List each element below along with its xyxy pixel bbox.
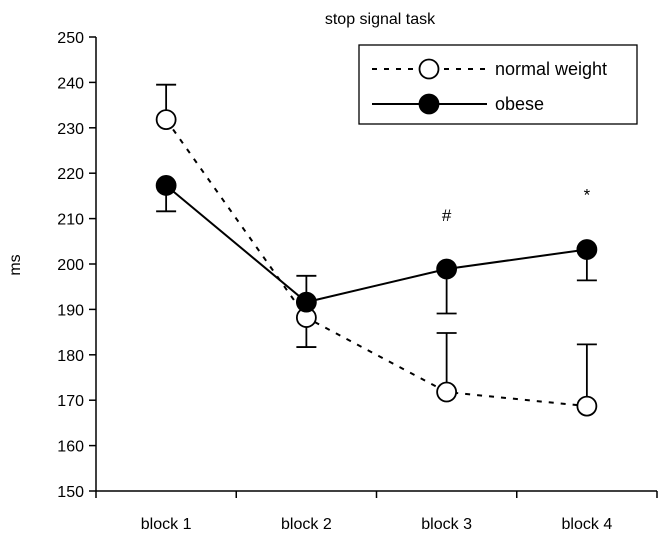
series-line-normal-weight (165, 119, 587, 408)
y-tick-label-230: 230 (57, 121, 84, 138)
x-tick-label-4: block 4 (562, 516, 613, 533)
point-obese-3 (436, 258, 458, 280)
annotation-1: # (442, 206, 452, 225)
x-axis: block 1 block 2 block 3 block 4 (95, 491, 658, 533)
legend: normal weight obese (358, 44, 638, 125)
significance-annotations: #* (442, 185, 591, 224)
y-tick-label-180: 180 (57, 348, 84, 365)
y-tick-label-210: 210 (57, 212, 84, 229)
y-tick-label-200: 200 (57, 257, 84, 274)
y-tick-label-250: 250 (57, 30, 84, 47)
point-normal-weight-1 (155, 109, 177, 131)
series-lines (165, 119, 588, 408)
x-tick-label-1: block 1 (141, 516, 192, 533)
y-tick-label-220: 220 (57, 166, 84, 183)
y-tick-label-190: 190 (57, 302, 84, 319)
point-obese-4 (576, 239, 598, 260)
point-obese-1 (155, 175, 177, 196)
point-normal-weight-4 (576, 395, 598, 417)
y-axis: 150 160 170 180 190 200 210 220 230 240 250 (57, 30, 96, 501)
point-normal-weight-3 (436, 381, 458, 403)
error-bars (156, 83, 597, 407)
y-tick-label-150: 150 (57, 484, 84, 501)
point-obese-2 (295, 291, 317, 313)
series-line-obese (165, 184, 588, 304)
x-tick-label-2: block 2 (281, 516, 332, 533)
annotation-2: * (584, 185, 591, 204)
y-tick-label-170: 170 (57, 393, 84, 410)
legend-marker-obese (418, 93, 440, 115)
y-tick-label-160: 160 (57, 439, 84, 456)
legend-box (358, 44, 638, 125)
series-markers (155, 109, 598, 417)
y-tick-label-240: 240 (57, 75, 84, 92)
y-axis-label: ms (7, 254, 24, 275)
legend-label-normal-weight: normal weight (495, 59, 607, 79)
legend-label-obese: obese (495, 94, 544, 114)
x-tick-label-3: block 3 (421, 516, 472, 533)
legend-marker-normal-weight (418, 58, 440, 80)
chart-title: stop signal task (325, 11, 436, 28)
